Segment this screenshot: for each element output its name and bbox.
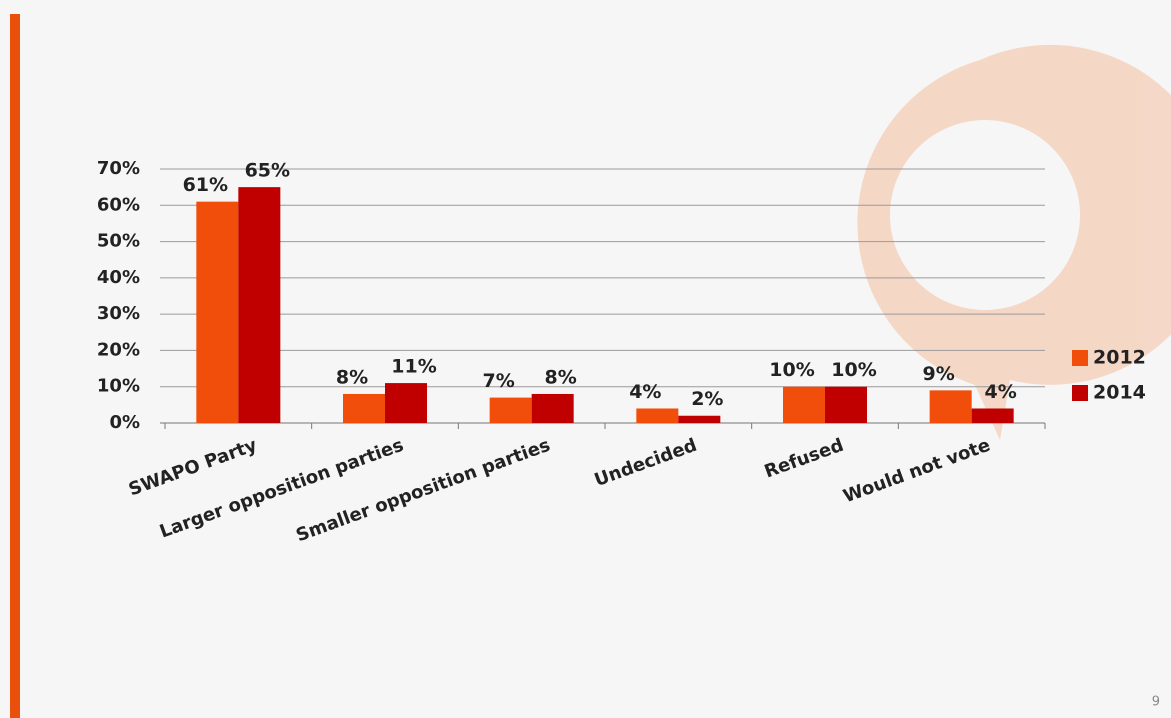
bar (196, 201, 239, 423)
y-tick-label: 20% (97, 339, 140, 360)
accent-bar (10, 14, 20, 718)
bar (385, 383, 427, 423)
legend-label: 2014 (1093, 382, 1146, 404)
bar (343, 393, 385, 423)
bar (971, 408, 1014, 423)
value-label: 2% (691, 388, 723, 410)
value-label: 65% (245, 160, 290, 182)
bar (929, 390, 972, 423)
y-tick-label: 50% (97, 231, 140, 252)
value-label: 10% (831, 359, 876, 381)
value-label: 8% (336, 366, 368, 388)
value-label: 11% (391, 356, 436, 378)
bar (489, 397, 532, 423)
page-number: 9 (1152, 695, 1160, 710)
bar (531, 393, 574, 423)
bar (678, 415, 721, 423)
value-label: 7% (483, 370, 515, 392)
value-label: 10% (769, 359, 814, 381)
legend-swatch (1072, 385, 1088, 401)
y-tick-label: 30% (97, 303, 140, 324)
bar (783, 386, 825, 423)
y-tick-label: 10% (97, 376, 140, 397)
value-label: 4% (629, 381, 661, 403)
legend-swatch (1072, 350, 1088, 366)
y-tick-label: 70% (97, 158, 140, 179)
y-tick-label: 0% (109, 412, 140, 433)
bar (636, 408, 679, 423)
y-tick-label: 40% (97, 267, 140, 288)
value-label: 9% (923, 363, 955, 385)
value-label: 8% (545, 366, 577, 388)
bar (238, 187, 281, 423)
value-label: 61% (183, 174, 228, 196)
bar (825, 386, 867, 423)
decor-bubble (857, 44, 1171, 440)
legend-label: 2012 (1093, 347, 1146, 369)
y-tick-label: 60% (97, 194, 140, 215)
value-label: 4% (985, 381, 1017, 403)
